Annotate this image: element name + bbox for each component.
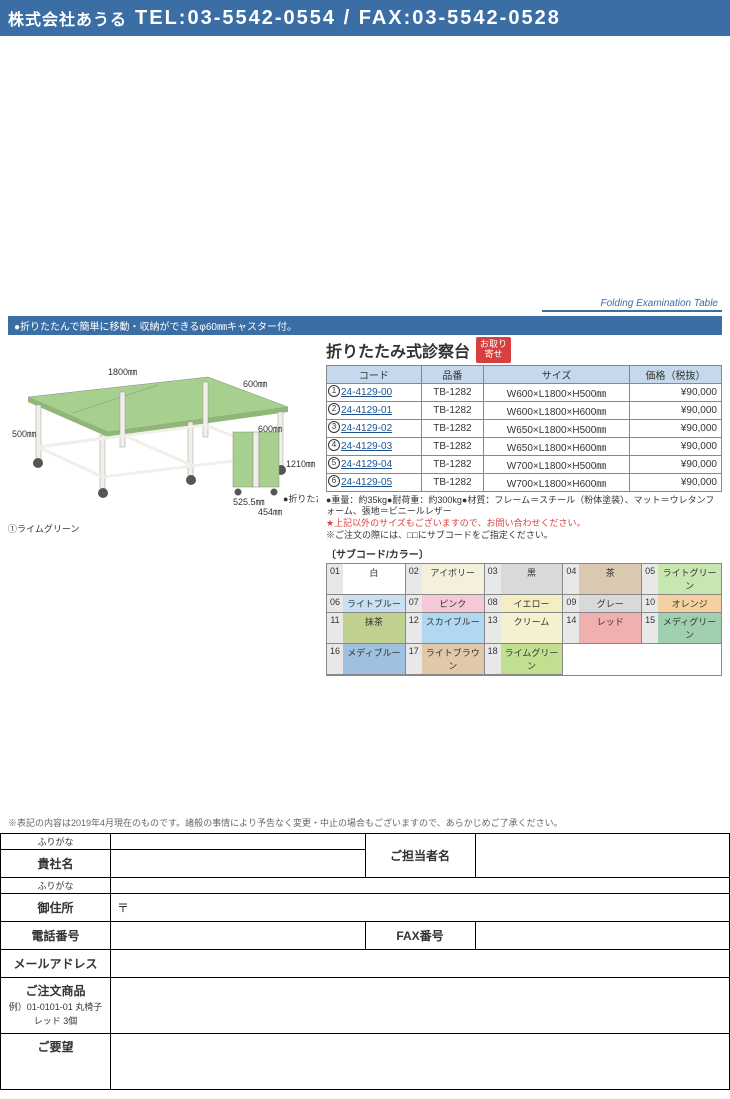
svg-text:●折りたたみ時: ●折りたたみ時 <box>283 493 318 504</box>
th-code: コード <box>327 365 422 383</box>
color-swatch: 02アイボリー <box>406 564 485 595</box>
color-swatch: 11抹茶 <box>327 613 406 644</box>
color-swatch: 14レッド <box>563 613 642 644</box>
product-code[interactable]: 24-4129-02 <box>327 419 422 437</box>
feature-note: ●折りたたんで簡単に移動・収納ができるφ60㎜キャスター付。 <box>8 316 722 335</box>
color-swatch: 13クリーム <box>485 613 564 644</box>
svg-text:600㎜: 600㎜ <box>243 379 267 389</box>
product-image-column: 1800㎜ 600㎜ 500㎜ 600㎜ 1210㎜ 525.5㎜ 454㎜ ●… <box>8 337 318 676</box>
color-swatch: 10オレンジ <box>642 595 721 613</box>
image-caption: ①ライムグリーン <box>8 522 318 535</box>
bed-illustration: 1800㎜ 600㎜ 500㎜ 600㎜ 1210㎜ 525.5㎜ 454㎜ ●… <box>8 337 318 517</box>
color-swatch: 16メディブルー <box>327 644 406 675</box>
company-name: 株式会社あうる <box>8 6 127 30</box>
product-notes: ●重量：約35kg●耐荷重：約300kg●材質：フレーム＝スチール（粉体塗装）、… <box>326 495 722 542</box>
svg-text:1210㎜: 1210㎜ <box>286 459 315 469</box>
product-code[interactable]: 24-4129-03 <box>327 437 422 455</box>
color-swatch: 07ピンク <box>406 595 485 613</box>
color-swatch: 05ライトグリーン <box>642 564 721 595</box>
svg-text:600㎜: 600㎜ <box>258 424 282 434</box>
svg-text:525.5㎜: 525.5㎜ <box>233 497 265 507</box>
product-code[interactable]: 24-4129-01 <box>327 401 422 419</box>
color-swatch: 01白 <box>327 564 406 595</box>
th-price: 価格（税抜） <box>630 365 722 383</box>
svg-text:1800㎜: 1800㎜ <box>108 367 137 377</box>
color-swatch: 06ライトブルー <box>327 595 406 613</box>
th-model: 品番 <box>421 365 483 383</box>
order-form: ふりがなご担当者名 貴社名 ふりがな 御住所〒 電話番号FAX番号 メールアドレ… <box>0 833 730 1090</box>
spec-table: コード 品番 サイズ 価格（税抜） 24-4129-00TB-1282W600×… <box>326 365 722 492</box>
color-swatch: 08イエロー <box>485 595 564 613</box>
color-swatch: 12スカイブルー <box>406 613 485 644</box>
header-bar: 株式会社あうる TEL:03-5542-0554 / FAX:03-5542-0… <box>0 0 730 36</box>
disclaimer: ※表記の内容は2019年4月現在のものです。諸般の事情により予告なく変更・中止の… <box>8 816 722 829</box>
color-swatch: 15メディグリーン <box>642 613 721 644</box>
color-swatch: 09グレー <box>563 595 642 613</box>
th-size: サイズ <box>484 365 630 383</box>
product-code[interactable]: 24-4129-04 <box>327 455 422 473</box>
color-swatch: 04茶 <box>563 564 642 595</box>
category-label: Folding Examination Table <box>542 298 722 312</box>
svg-text:454㎜: 454㎜ <box>258 507 282 517</box>
svg-text:500㎜: 500㎜ <box>12 429 36 439</box>
contact-info: TEL:03-5542-0554 / FAX:03-5542-0528 <box>135 7 561 30</box>
color-swatch: 17ライトブラウン <box>406 644 485 675</box>
product-code[interactable]: 24-4129-00 <box>327 383 422 401</box>
product-code[interactable]: 24-4129-05 <box>327 473 422 491</box>
color-swatch: 18ライムグリーン <box>485 644 564 675</box>
color-swatch: 03黒 <box>485 564 564 595</box>
product-title: 折りたたみ式診察台 <box>326 338 470 362</box>
color-grid: 01白02アイボリー03黒04茶05ライトグリーン 06ライトブルー07ピンク08… <box>326 563 722 676</box>
order-badge: お取り寄せ <box>476 337 511 363</box>
subcode-label: 〔サブコード/カラー〕 <box>326 546 722 561</box>
